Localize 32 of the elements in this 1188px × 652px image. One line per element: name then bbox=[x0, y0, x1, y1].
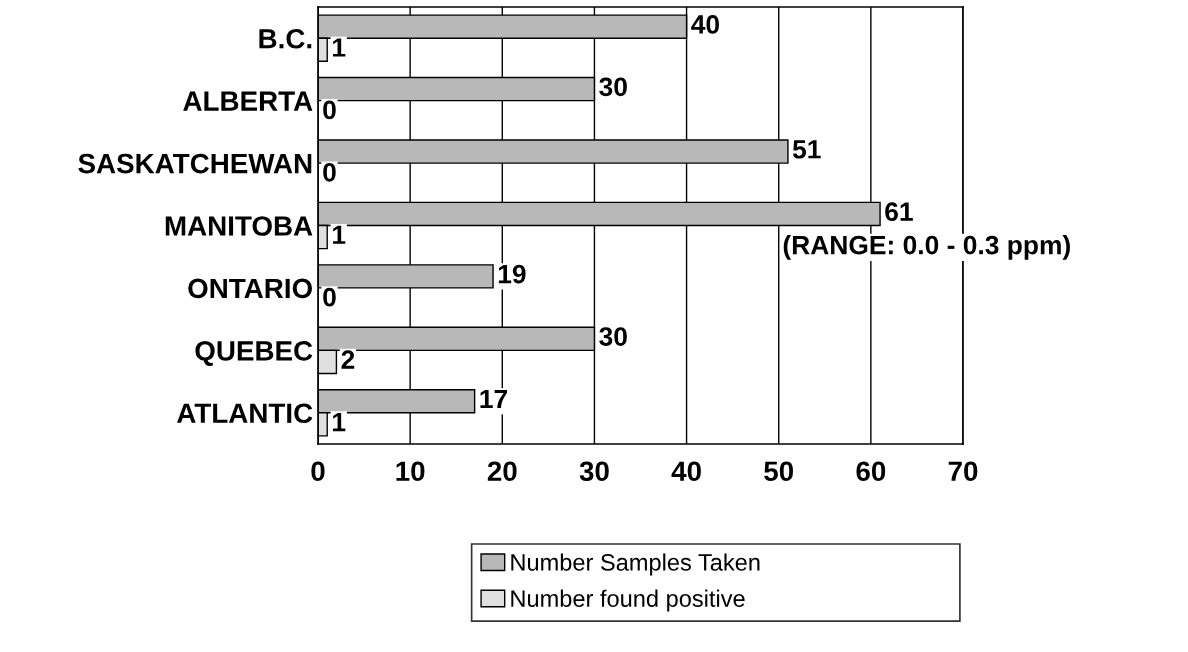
legend-label: Number Samples Taken bbox=[511, 553, 760, 576]
x-tick-label: 60 bbox=[856, 461, 886, 482]
data-label: 1 bbox=[333, 38, 346, 57]
x-tick-label: 20 bbox=[487, 461, 517, 482]
annotation: (RANGE: 0.0 - 0.3 ppm) bbox=[783, 235, 1070, 260]
y-tick-label: MANITOBA bbox=[165, 216, 313, 236]
y-tick-label: QUEBEC bbox=[195, 341, 313, 366]
data-label: 61 bbox=[885, 202, 913, 222]
data-label: 1 bbox=[333, 413, 346, 432]
y-tick-label: SASKATCHEWAN bbox=[78, 153, 312, 174]
data-label: 30 bbox=[599, 327, 627, 346]
data-label: 1 bbox=[333, 225, 346, 244]
x-tick-label: 30 bbox=[579, 461, 609, 482]
x-tick-label: 40 bbox=[671, 461, 701, 482]
data-label: 51 bbox=[792, 140, 821, 159]
x-tick-label: 0 bbox=[311, 461, 325, 482]
data-label: 0 bbox=[323, 163, 336, 182]
legend-label: Number found positive bbox=[511, 589, 745, 612]
y-tick-label: ONTARIO bbox=[188, 278, 312, 299]
data-label: 40 bbox=[691, 15, 720, 34]
data-label: 30 bbox=[599, 77, 627, 97]
data-label: 17 bbox=[480, 389, 507, 409]
data-label: 0 bbox=[323, 287, 336, 307]
y-tick-label: ATLANTIC bbox=[177, 403, 313, 424]
y-tick-label: ALBERTA bbox=[183, 91, 313, 111]
x-tick-label: 70 bbox=[948, 461, 978, 482]
data-label: 19 bbox=[498, 264, 526, 284]
x-tick-label: 50 bbox=[764, 461, 794, 482]
y-tick-label: B.C. bbox=[259, 28, 312, 49]
x-tick-label: 10 bbox=[396, 461, 425, 482]
data-label: 2 bbox=[341, 350, 355, 369]
data-label: 0 bbox=[323, 100, 336, 120]
